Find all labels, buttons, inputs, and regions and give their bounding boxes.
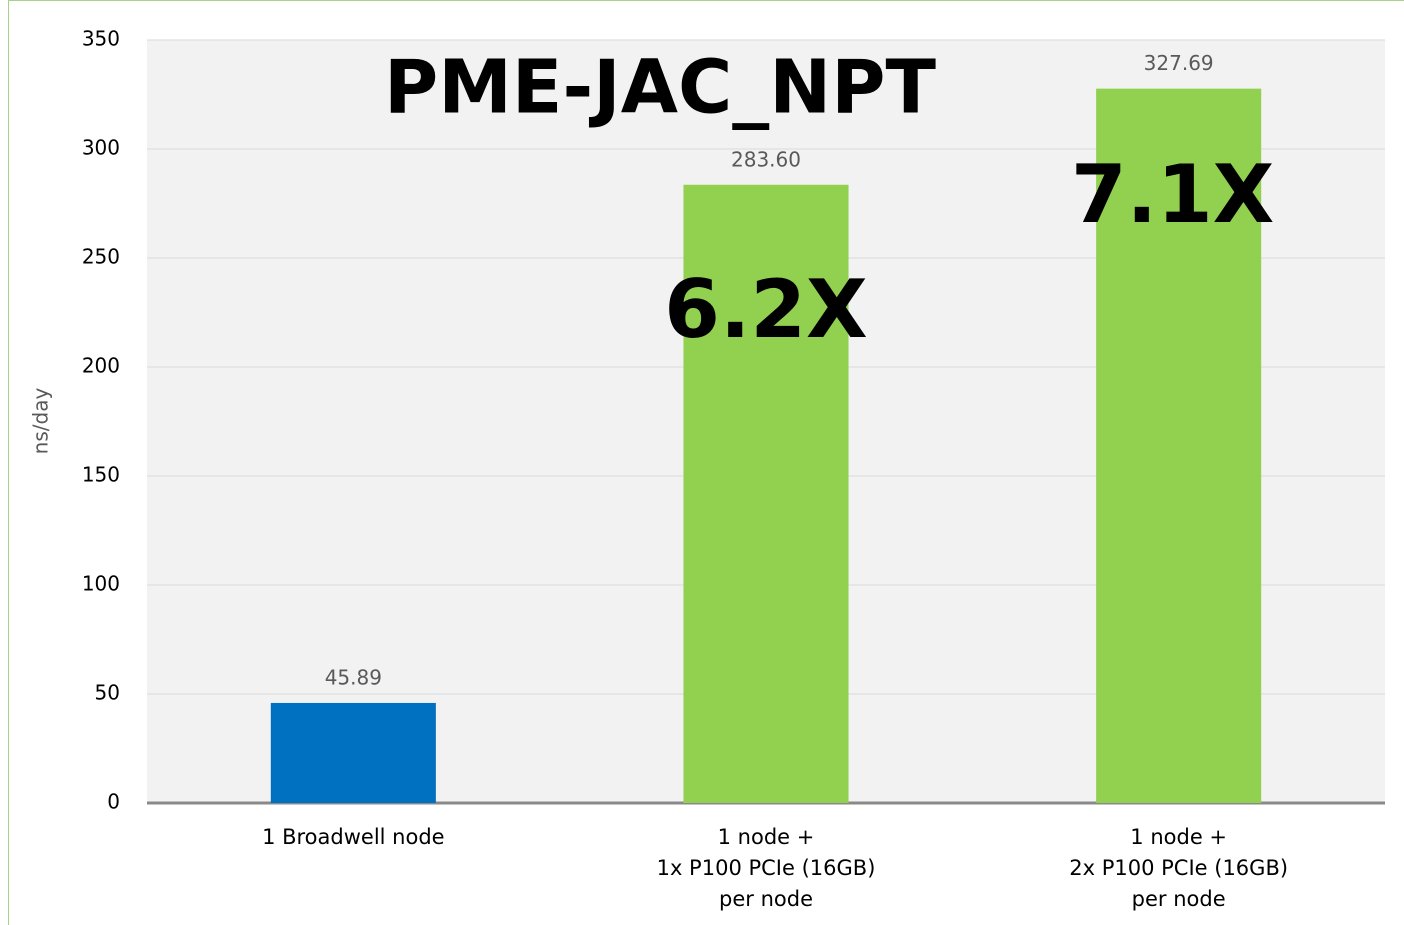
x-tick-label: 1 Broadwell node bbox=[262, 825, 445, 849]
annotation: 7.1X bbox=[1071, 148, 1274, 241]
y-tick-label: 100 bbox=[82, 572, 120, 596]
x-tick-label: 1 node + 1x P100 PCIe (16GB) per node bbox=[656, 825, 876, 911]
y-axis-label: ns/day bbox=[29, 388, 53, 455]
chart-title: PME-JAC_NPT bbox=[384, 45, 936, 131]
y-tick-label: 300 bbox=[82, 136, 120, 160]
bar bbox=[683, 184, 849, 803]
bar bbox=[1096, 88, 1262, 803]
x-tick-label: 1 node + 2x P100 PCIe (16GB) per node bbox=[1069, 825, 1289, 911]
y-tick-label: 250 bbox=[82, 245, 120, 269]
y-tick-label: 150 bbox=[82, 463, 120, 487]
annotation: 6.2X bbox=[664, 263, 867, 356]
y-tick-label: 200 bbox=[82, 354, 120, 378]
y-tick-label: 0 bbox=[107, 790, 120, 814]
y-tick-label: 350 bbox=[82, 27, 120, 51]
value-label: 327.69 bbox=[1144, 51, 1214, 75]
value-label: 283.60 bbox=[731, 147, 801, 171]
value-label: 45.89 bbox=[325, 665, 382, 689]
y-tick-label: 50 bbox=[95, 681, 120, 705]
bar bbox=[270, 702, 436, 803]
